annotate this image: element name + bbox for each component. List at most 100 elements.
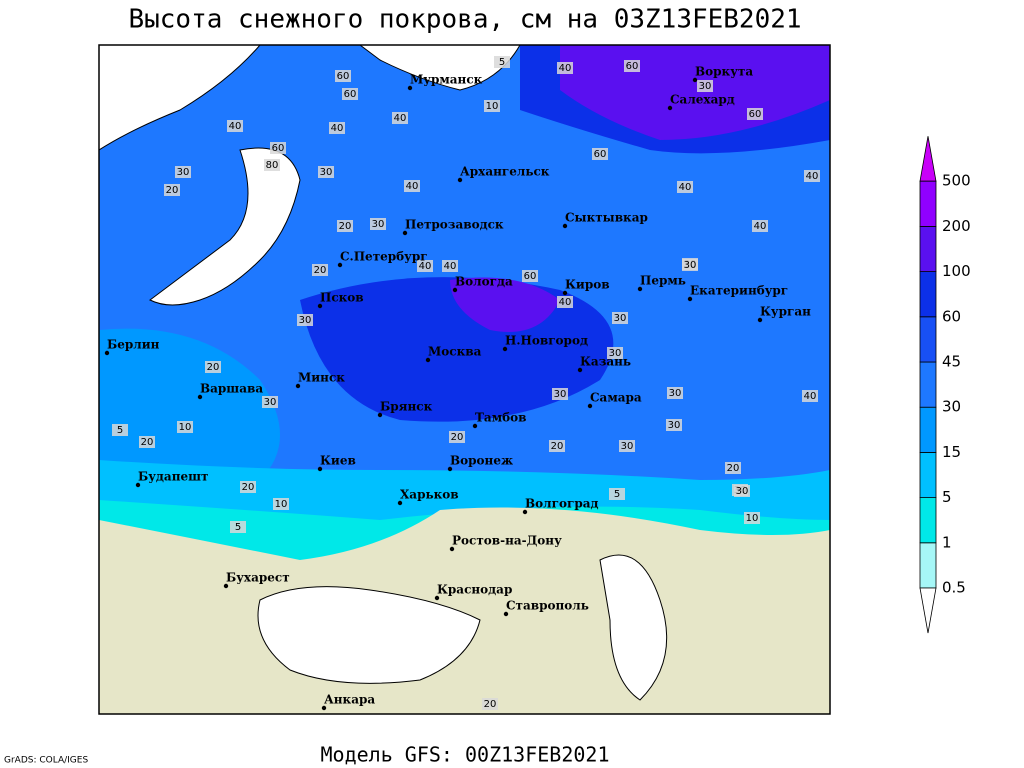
contour-label-box [270,142,286,154]
city-dot [317,303,323,309]
contour-label-box [557,62,573,74]
city-dot [321,705,327,711]
contour-label-box [335,70,351,82]
city-dot [687,296,693,302]
city-label: Анкара [324,693,375,707]
contour-label-box [677,181,693,193]
contour-label: 40 [331,123,344,134]
city-dot [223,583,229,589]
contour-label-box [337,220,353,232]
contour-label: 30 [554,389,567,400]
contour-label-box [522,270,538,282]
legend-band [919,406,937,453]
contour-label: 30 [609,348,622,359]
contour-label: 30 [736,486,749,497]
city-label: Берлин [107,338,160,352]
contour-label: 60 [594,149,607,160]
contour-label-box [139,436,155,448]
legend-band [919,225,937,272]
legend-band [919,316,937,363]
contour-label-box [342,88,358,100]
city-dot [397,500,403,506]
contour-label: 5 [117,425,123,436]
contour-label-box [667,387,683,399]
city-label: Ростов-на-Дону [452,534,562,548]
city-dot [457,177,463,183]
contour-label-box [747,108,763,120]
contour-label: 30 [177,167,190,178]
city-dot [692,77,698,83]
contour-label: 40 [754,221,767,232]
footer: Модель GFS: 00Z13FEB2021 [321,743,610,767]
city-label: Киев [320,454,356,468]
contour-label-box [297,314,313,326]
city-label: Киров [565,278,610,292]
contour-label-box [264,159,280,171]
city-label: Курган [760,305,811,319]
city-label: Ставрополь [506,599,589,613]
city-label: Воронеж [450,454,513,468]
city-dot [197,394,203,400]
city-dot [577,367,583,373]
credit: GrADS: COLA/IGES [4,756,88,766]
contour-label-box [318,166,334,178]
contour-label: 60 [626,61,639,72]
legend-label: 1 [942,533,952,551]
contour-label: 30 [264,397,277,408]
map-frame [98,44,831,715]
contour-label-box [417,260,433,272]
legend-label: 0.5 [942,579,966,597]
contour-label: 20 [551,441,564,452]
contour-label: 40 [679,182,692,193]
contour-label: 30 [299,315,312,326]
city-dot [472,423,478,429]
contour-label-box [624,60,640,72]
city-dot [587,403,593,409]
city-label: Н.Новгород [505,334,588,348]
legend-label: 15 [942,443,961,461]
cities: Мурманск Воркута Салехард Архангельск Петроз… [104,65,811,711]
contour-label-box [482,698,498,710]
contour-label-box [449,431,465,443]
contour-label: 40 [419,261,432,272]
city-dot [447,466,453,472]
city-label: Минск [298,371,345,385]
legend-label: 30 [942,398,961,416]
city-label: Казань [580,355,631,369]
contour-label: 5 [614,489,620,500]
city-label: Варшава [200,382,263,396]
contour-label-box [442,260,458,272]
contour-label: 20 [484,699,497,710]
contour-label: 10 [275,499,288,510]
city-dot [522,509,528,515]
legend-band [919,542,937,589]
contour-label: 30 [669,388,682,399]
city-label: Архангельск [460,165,550,179]
contour-label: 30 [684,260,697,271]
city-label: Волгоград [525,497,598,511]
contour-label: 80 [266,160,279,171]
contour-label: 40 [559,63,572,74]
city-label: Псков [320,291,364,305]
city-label: Самара [590,391,642,405]
contour-label-box [609,488,625,500]
contour-label-box [697,80,713,92]
contour-label: 20 [727,463,740,474]
contour-label-box [557,296,573,308]
contour-label: 30 [614,313,627,324]
contour-label-box [802,390,818,402]
contour-label-box [752,220,768,232]
city-dot [295,383,301,389]
city-dot [452,287,458,293]
city-label: Петрозаводск [405,218,504,232]
city-dot [377,412,383,418]
city-label: С.Петербург [340,250,428,264]
city-dot [434,595,440,601]
city-label: Брянск [380,400,433,414]
legend-label: 200 [942,217,971,235]
contour-label-box [552,388,568,400]
city-dot [337,262,343,268]
contour-label-box [240,481,256,493]
contour-label-box [682,259,698,271]
